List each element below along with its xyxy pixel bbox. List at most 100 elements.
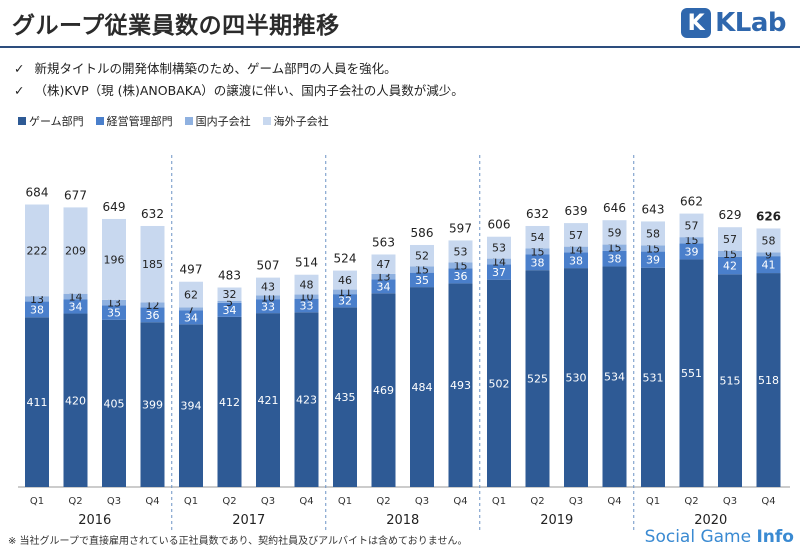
data-label-game: 420	[65, 394, 86, 407]
data-label-mgmt: 38	[30, 303, 44, 316]
footnote: ※ 当社グループで直接雇用されている正社員数であり、契約社員及びアルバイトは含め…	[8, 536, 468, 547]
bar-segment-mgmt	[371, 279, 396, 294]
bar-segment-mgmt	[602, 250, 627, 267]
x-tick-label: Q3	[415, 496, 429, 507]
legend-item-game: ゲーム部門	[18, 113, 84, 129]
bar-segment-domestic	[217, 300, 242, 303]
data-label-overseas: 57	[569, 229, 583, 242]
data-label-overseas: 58	[646, 227, 660, 240]
data-label-mgmt: 34	[377, 280, 391, 293]
bar-segment-overseas	[448, 240, 473, 263]
data-label-overseas: 222	[27, 244, 48, 257]
bar-segment-game	[564, 268, 588, 487]
data-label-domestic: 14	[69, 291, 83, 304]
legend-label-game: ゲーム部門	[29, 115, 84, 128]
bar-segment-overseas	[140, 225, 165, 303]
data-label-game: 515	[720, 375, 741, 388]
title-divider	[0, 46, 800, 48]
bar-segment-game	[294, 312, 319, 487]
data-label-mgmt: 34	[184, 311, 198, 324]
bar-segment-game	[448, 283, 473, 487]
bar-segment-mgmt	[410, 272, 434, 288]
data-label-game: 411	[27, 396, 48, 409]
data-label-overseas: 46	[338, 274, 352, 287]
data-label-game: 484	[412, 381, 433, 394]
bar-segment-overseas	[410, 244, 434, 267]
data-label-game: 394	[181, 400, 202, 413]
data-label-mgmt: 35	[107, 307, 121, 320]
data-label-domestic: 15	[454, 259, 468, 272]
bar-segment-overseas	[679, 213, 704, 238]
bar-segment-mgmt	[256, 299, 280, 314]
total-label: 629	[719, 208, 742, 222]
bar-segment-game	[756, 273, 781, 487]
bar-segment-game	[487, 279, 511, 487]
total-label: 497	[180, 263, 203, 277]
data-label-domestic: 15	[685, 234, 699, 247]
data-label-domestic: 14	[569, 244, 583, 257]
bar-segment-mgmt	[217, 302, 242, 317]
data-label-overseas: 32	[223, 288, 237, 301]
legend-label-domestic: 国内子会社	[195, 115, 251, 128]
data-label-game: 525	[527, 373, 548, 386]
data-label-overseas: 57	[685, 219, 699, 232]
legend-label-mgmt: 経営管理部門	[106, 115, 173, 128]
bar-segment-mgmt	[102, 305, 126, 320]
bar-segment-game	[217, 316, 242, 487]
bar-segment-domestic	[564, 246, 588, 253]
watermark-bold: Info	[756, 527, 794, 547]
bar-segment-game	[102, 319, 126, 487]
legend-label-overseas: 海外子会社	[273, 115, 329, 128]
bar-segment-mgmt	[140, 307, 165, 323]
data-label-mgmt: 39	[646, 254, 660, 267]
bar-segment-overseas	[217, 287, 242, 301]
data-label-overseas: 185	[142, 258, 163, 271]
page-title: グループ従業員数の四半期推移	[12, 13, 340, 39]
legend-swatch-game	[18, 117, 26, 125]
x-tick-label: Q2	[684, 496, 698, 507]
bar-segment-overseas	[63, 207, 88, 294]
bar-segment-mgmt	[564, 252, 588, 269]
bar-segment-mgmt	[25, 301, 49, 318]
bar-segment-domestic	[679, 237, 704, 244]
bar-segment-domestic	[294, 294, 319, 299]
bar-segment-domestic	[256, 295, 280, 300]
data-label-mgmt: 33	[261, 300, 275, 313]
chart-legend: ゲーム部門 経営管理部門 国内子会社 海外子会社	[18, 113, 329, 129]
bar-segment-domestic	[333, 289, 357, 295]
data-label-overseas: 52	[415, 250, 429, 263]
bar-segment-domestic	[756, 252, 781, 257]
bar-segment-overseas	[333, 270, 357, 290]
data-label-mgmt: 38	[569, 254, 583, 267]
data-label-game: 551	[681, 367, 702, 380]
data-label-mgmt: 39	[685, 245, 699, 258]
x-tick-label: Q1	[492, 496, 506, 507]
bar-segment-mgmt	[333, 294, 357, 308]
data-label-overseas: 58	[762, 234, 776, 247]
bar-segment-domestic	[718, 250, 742, 257]
data-label-game: 435	[335, 391, 356, 404]
total-label: 483	[218, 269, 241, 283]
total-label: 639	[565, 204, 588, 218]
data-label-domestic: 15	[723, 248, 737, 261]
bar-segment-mgmt	[718, 256, 742, 275]
bullet-text: 新規タイトルの開発体制構築のため、ゲーム部門の人員を強化。	[34, 61, 397, 76]
data-label-overseas: 59	[608, 226, 622, 239]
data-label-overseas: 53	[492, 242, 506, 255]
data-label-game: 534	[604, 371, 625, 384]
bar-segment-game	[140, 322, 165, 487]
x-tick-label: Q1	[184, 496, 198, 507]
bullet-text: （株)KVP（現 (株)ANOBAKA）の譲渡に伴い、国内子会社の人員数が減少。	[34, 83, 464, 98]
total-label: 514	[295, 256, 318, 270]
bar-segment-overseas	[256, 277, 280, 296]
data-label-game: 469	[373, 384, 394, 397]
data-label-game: 493	[450, 379, 471, 392]
bar-segment-domestic	[602, 244, 627, 251]
data-label-mgmt: 33	[300, 299, 314, 312]
data-label-domestic: 5	[226, 296, 233, 309]
watermark-text: Social Game	[644, 527, 757, 547]
check-icon: ✓	[14, 83, 25, 98]
bar-segment-domestic	[641, 245, 665, 252]
legend-item-domestic: 国内子会社	[184, 113, 251, 129]
data-label-game: 423	[296, 394, 317, 407]
